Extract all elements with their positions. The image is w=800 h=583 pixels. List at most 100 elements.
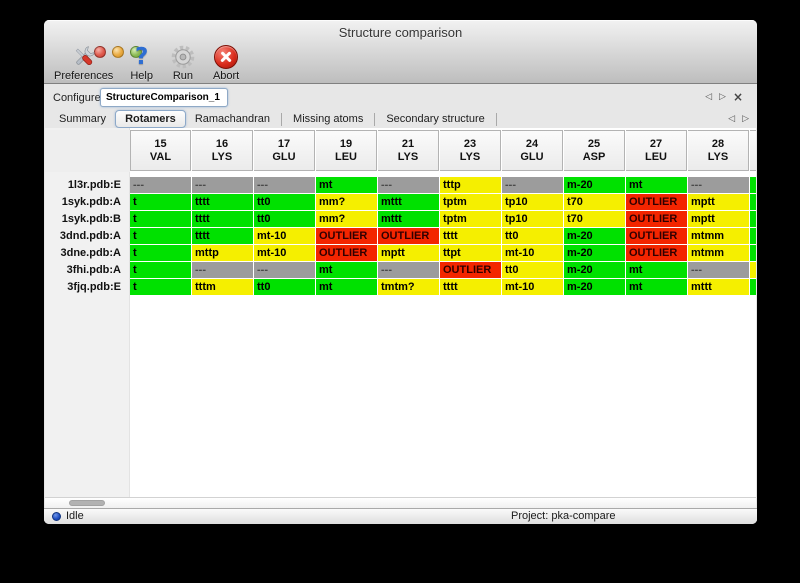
- rotamer-cell[interactable]: mt-10: [502, 245, 563, 261]
- rotamer-cell[interactable]: tttp: [440, 177, 501, 193]
- rotamer-cell[interactable]: ttpt: [440, 245, 501, 261]
- rotamer-cell[interactable]: ---: [378, 262, 439, 278]
- rotamer-cell[interactable]: m-20: [564, 279, 625, 295]
- rotamer-cell[interactable]: tp10: [502, 211, 563, 227]
- rotamer-cell[interactable]: ---: [688, 177, 749, 193]
- rotamer-cell[interactable]: ---: [502, 177, 563, 193]
- rotamer-cell[interactable]: OUTLIER: [440, 262, 501, 278]
- rotamer-cell[interactable]: ---: [130, 177, 191, 193]
- rotamer-cell[interactable]: mptt: [688, 211, 749, 227]
- rotamer-cell[interactable]: tt0: [254, 211, 315, 227]
- rotamer-cell[interactable]: ---: [254, 177, 315, 193]
- column-header-23[interactable]: 23 LYS: [440, 130, 501, 171]
- tab-summary[interactable]: Summary: [59, 113, 107, 125]
- rotamer-cell[interactable]: tt0: [502, 228, 563, 244]
- rotamer-cell[interactable]: mptt: [378, 245, 439, 261]
- row-label[interactable]: 1syk.pdb:B: [61, 213, 121, 225]
- rotamer-cell[interactable]: ---: [254, 262, 315, 278]
- row-label[interactable]: 3dnd.pdb:A: [59, 230, 121, 242]
- close-window-button[interactable]: [94, 46, 106, 58]
- row-label[interactable]: 1syk.pdb:A: [61, 196, 121, 208]
- horizontal-scrollbar[interactable]: [45, 497, 756, 508]
- rotamer-cell[interactable]: t70: [564, 211, 625, 227]
- rotamer-cell[interactable]: m-20: [564, 177, 625, 193]
- column-header-28[interactable]: 28 LYS: [688, 130, 749, 171]
- rotamer-cell[interactable]: OUTLIER: [378, 228, 439, 244]
- rotamer-cell[interactable]: tttt: [192, 228, 253, 244]
- rotamer-cell[interactable]: ---: [378, 177, 439, 193]
- rotamer-cell[interactable]: OUTLIER: [316, 245, 377, 261]
- tabs-prev-arrow[interactable]: ◁: [728, 114, 736, 124]
- column-header-21[interactable]: 21 LYS: [378, 130, 439, 171]
- task-name-input[interactable]: [100, 88, 228, 107]
- column-header-25[interactable]: 25 ASP: [564, 130, 625, 171]
- rotamer-cell[interactable]: m-20: [564, 262, 625, 278]
- column-header-16[interactable]: 16 LYS: [192, 130, 253, 171]
- row-label[interactable]: 3fjq.pdb:E: [67, 281, 121, 293]
- rotamer-cell[interactable]: t: [130, 228, 191, 244]
- rotamer-cell[interactable]: mtmm: [688, 228, 749, 244]
- tab-rotamers[interactable]: Rotamers: [115, 110, 186, 128]
- rotamer-cell[interactable]: m-20: [564, 228, 625, 244]
- row-label[interactable]: 3dne.pdb:A: [60, 247, 122, 259]
- rotamer-cell[interactable]: tmtm?: [378, 279, 439, 295]
- rotamer-cell[interactable]: m-20: [564, 245, 625, 261]
- rotamer-cell[interactable]: mttt: [378, 211, 439, 227]
- zoom-window-button[interactable]: [130, 46, 142, 58]
- column-header-17[interactable]: 17 GLU: [254, 130, 315, 171]
- rotamer-cell[interactable]: OUTLIER: [626, 245, 687, 261]
- row-label[interactable]: 1l3r.pdb:E: [67, 179, 121, 191]
- preferences-button[interactable]: Preferences: [52, 42, 115, 83]
- rotamer-cell[interactable]: t: [130, 262, 191, 278]
- rotamer-cell[interactable]: OUTLIER: [316, 228, 377, 244]
- column-header-24[interactable]: 24 GLU: [502, 130, 563, 171]
- rotamer-cell[interactable]: t: [130, 245, 191, 261]
- rotamer-cell[interactable]: tttt: [440, 279, 501, 295]
- titlebar[interactable]: Structure comparison: [44, 20, 757, 58]
- minimize-window-button[interactable]: [112, 46, 124, 58]
- rotamer-cell[interactable]: tt0: [502, 262, 563, 278]
- rotamer-cell[interactable]: tptm: [440, 194, 501, 210]
- rotamer-cell[interactable]: mt: [626, 279, 687, 295]
- row-label[interactable]: 3fhi.pdb:A: [66, 264, 121, 276]
- column-header-19[interactable]: 19 LEU: [316, 130, 377, 171]
- rotamer-cell[interactable]: mm?: [316, 194, 377, 210]
- task-close-icon[interactable]: ×: [732, 90, 743, 104]
- rotamer-cell[interactable]: tttt: [440, 228, 501, 244]
- rotamer-cell[interactable]: tp10: [502, 194, 563, 210]
- rotamer-cell[interactable]: t: [130, 211, 191, 227]
- rotamer-cell[interactable]: mt: [316, 279, 377, 295]
- rotamer-cell[interactable]: mttp: [192, 245, 253, 261]
- rotamer-cell[interactable]: t70: [564, 194, 625, 210]
- rotamer-cell[interactable]: mt: [626, 262, 687, 278]
- rotamer-cell[interactable]: mm?: [316, 211, 377, 227]
- rotamer-cell[interactable]: mt: [316, 262, 377, 278]
- rotamer-cell[interactable]: mt-10: [502, 279, 563, 295]
- column-header-27[interactable]: 27 LEU: [626, 130, 687, 171]
- rotamer-cell[interactable]: mt: [626, 177, 687, 193]
- column-header-15[interactable]: 15 VAL: [130, 130, 191, 171]
- task-prev-arrow[interactable]: ◁: [705, 92, 713, 102]
- run-button[interactable]: Run: [168, 42, 198, 83]
- rotamer-cell[interactable]: mt: [316, 177, 377, 193]
- rotamer-cell[interactable]: mttt: [688, 279, 749, 295]
- tabs-next-arrow[interactable]: ▷: [742, 114, 749, 124]
- rotamer-cell[interactable]: mt-10: [254, 228, 315, 244]
- rotamer-cell[interactable]: mptt: [688, 194, 749, 210]
- rotamer-cell[interactable]: mt-10: [254, 245, 315, 261]
- abort-button[interactable]: Abort: [211, 42, 241, 83]
- rotamer-cell[interactable]: tt0: [254, 194, 315, 210]
- rotamer-cell[interactable]: tptm: [440, 211, 501, 227]
- rotamer-cell[interactable]: OUTLIER: [626, 228, 687, 244]
- rotamer-cell[interactable]: ---: [688, 262, 749, 278]
- rotamer-cell[interactable]: ---: [192, 177, 253, 193]
- task-next-arrow[interactable]: ▷: [719, 92, 726, 102]
- scrollbar-thumb[interactable]: [69, 500, 105, 506]
- tab-secondary-structure[interactable]: Secondary structure: [386, 113, 485, 125]
- help-button[interactable]: ? Help: [128, 42, 155, 83]
- rotamer-cell[interactable]: tttt: [192, 194, 253, 210]
- rotamer-cell[interactable]: OUTLIER: [626, 194, 687, 210]
- rotamer-cell[interactable]: mttt: [378, 194, 439, 210]
- tab-missing-atoms[interactable]: Missing atoms: [293, 113, 364, 125]
- rotamer-cell[interactable]: t: [130, 194, 191, 210]
